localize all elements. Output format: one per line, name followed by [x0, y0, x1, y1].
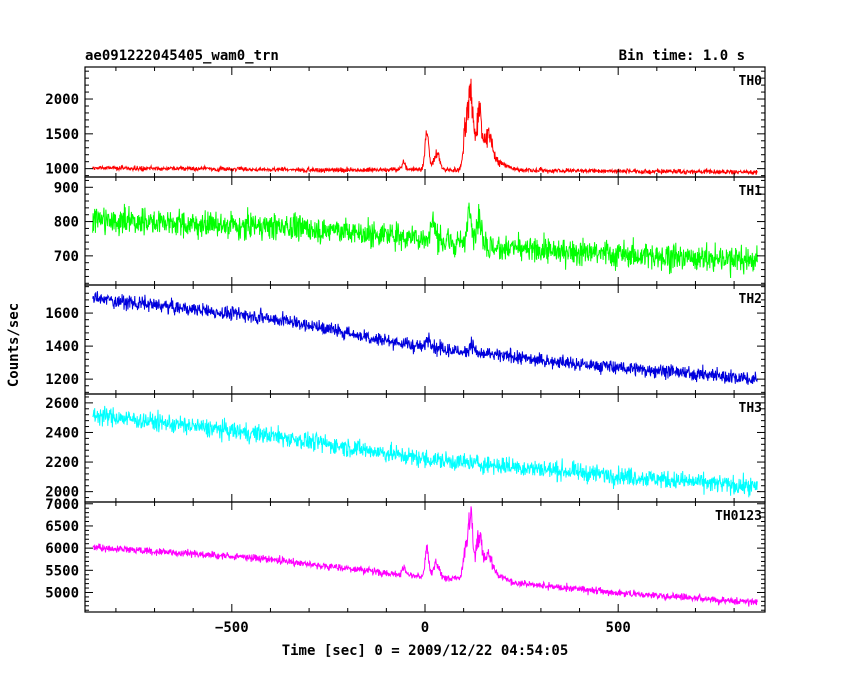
y-tick-label: 800 — [54, 215, 79, 231]
panel-label: TH2 — [739, 292, 762, 307]
series-line-th3 — [92, 405, 758, 498]
panel-th2: 1200 1400 1600 TH2 — [45, 284, 766, 395]
y-tick-label: 2600 — [45, 396, 79, 412]
panel-label: TH1 — [739, 184, 763, 199]
x-axis-title: Time [sec] 0 = 2009/12/22 04:54:05 — [282, 643, 569, 659]
panel-label: TH3 — [739, 401, 762, 416]
panel-frame — [84, 66, 766, 178]
x-tick-label: 500 — [606, 620, 631, 636]
panels-group: 1000 1500 2000 TH0 700 800 900 TH1 1200 1400 1600 T… — [45, 66, 766, 636]
y-tick-label: 1000 — [45, 162, 79, 178]
series-line-th2 — [92, 291, 758, 385]
panel-frame — [84, 284, 766, 395]
panel-th0: 1000 1500 2000 TH0 — [45, 66, 766, 178]
panel-label: TH0123 — [715, 509, 762, 524]
y-tick-label: 2400 — [45, 425, 79, 441]
y-tick-label: 2000 — [45, 92, 79, 108]
series-line-th1 — [92, 202, 758, 279]
series-line-th0123 — [92, 506, 758, 607]
y-tick-label: 1500 — [45, 127, 79, 143]
y-tick-label: 5500 — [45, 563, 79, 579]
y-tick-label: 1400 — [45, 339, 79, 355]
series-line-th0 — [92, 78, 758, 176]
bin-time-label: Bin time: 1.0 s — [619, 48, 745, 64]
y-tick-label: 6500 — [45, 519, 79, 535]
y-tick-label: 7000 — [45, 497, 79, 513]
panel-th3: 2000 2200 2400 2600 TH3 — [45, 393, 766, 503]
panel-frame — [84, 393, 766, 503]
y-tick-label: 6000 — [45, 541, 79, 557]
y-tick-label: 700 — [54, 249, 79, 265]
y-tick-label: 1200 — [45, 372, 79, 388]
y-tick-label: 5000 — [45, 585, 79, 601]
y-tick-label: 2000 — [45, 485, 79, 501]
y-axis-title: Counts/sec — [6, 303, 22, 387]
chart-title: ae091222045405_wam0_trn — [85, 48, 279, 64]
panel-label: TH0 — [739, 74, 763, 89]
panel-th0123: 5000 5500 6000 6500 7000 TH0123 — [45, 497, 766, 613]
y-tick-label: 1600 — [45, 306, 79, 322]
panel-th1: 700 800 900 TH1 — [54, 176, 766, 286]
x-tick-label: 0 — [421, 620, 429, 636]
y-tick-label: 2200 — [45, 455, 79, 471]
y-tick-label: 900 — [54, 180, 79, 196]
x-tick-label: −500 — [215, 620, 249, 636]
